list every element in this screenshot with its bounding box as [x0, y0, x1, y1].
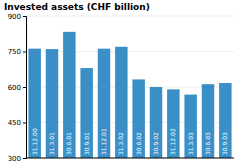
bar [219, 83, 231, 158]
grid-line [26, 158, 234, 159]
y-tick-label: 300 [8, 155, 21, 163]
bar [184, 95, 196, 158]
bar [167, 89, 179, 158]
y-axis-line [23, 17, 27, 159]
category-label: 31.12.01 [100, 128, 107, 155]
bars [28, 32, 231, 158]
bar [98, 49, 110, 158]
grid-line [26, 16, 234, 17]
category-label: 30.9.03 [221, 132, 228, 155]
category-label: 30.9.01 [83, 132, 90, 155]
y-tick-mark [23, 87, 26, 88]
y-tick-label: 750 [8, 48, 21, 56]
bar [63, 32, 75, 158]
grid [26, 16, 234, 158]
bar [132, 79, 144, 158]
y-tick: 900 [8, 13, 26, 21]
title: Invested assets (CHF billion) [4, 2, 150, 12]
category-label: 30.6.03 [204, 132, 211, 155]
y-tick-mark [23, 52, 26, 53]
category-label: 30.9.02 [152, 132, 159, 155]
category-label: 30.6.01 [65, 132, 72, 155]
category-labels: 31.12.00 31.3.01 30.6.01 30.9.01 31.12.01 31.… [31, 128, 229, 155]
bar [28, 49, 40, 158]
y-tick: 300 [8, 155, 26, 163]
bar [115, 47, 127, 158]
bar [202, 84, 214, 158]
category-label: 31.12.02 [169, 128, 176, 155]
category-label: 31.3.02 [117, 132, 124, 155]
y-tick: 600 [8, 84, 26, 92]
bar [46, 49, 58, 158]
y-tick-label: 600 [8, 84, 21, 92]
y-tick: 750 [8, 48, 26, 56]
y-axis: 300 450 600 750 900 [8, 13, 27, 163]
y-tick-mark [23, 123, 26, 124]
y-tick-label: 900 [8, 13, 21, 21]
bar [80, 68, 92, 158]
chart: 31.12.00 31.3.01 30.6.01 30.9.01 31.12.01 31.… [0, 0, 240, 163]
category-label: 31.3.03 [187, 132, 194, 155]
y-tick-mark [23, 16, 26, 17]
y-tick: 450 [8, 119, 26, 127]
y-tick-mark [23, 158, 26, 159]
category-label: 30.6.02 [135, 132, 142, 155]
bar [150, 87, 162, 158]
plot: 31.12.00 31.3.01 30.6.01 30.9.01 31.12.01 31.… [8, 13, 234, 163]
category-label: 31.12.00 [31, 128, 38, 155]
y-tick-label: 450 [8, 119, 21, 127]
x-axis-line [26, 158, 234, 159]
category-label: 31.3.01 [48, 132, 55, 155]
